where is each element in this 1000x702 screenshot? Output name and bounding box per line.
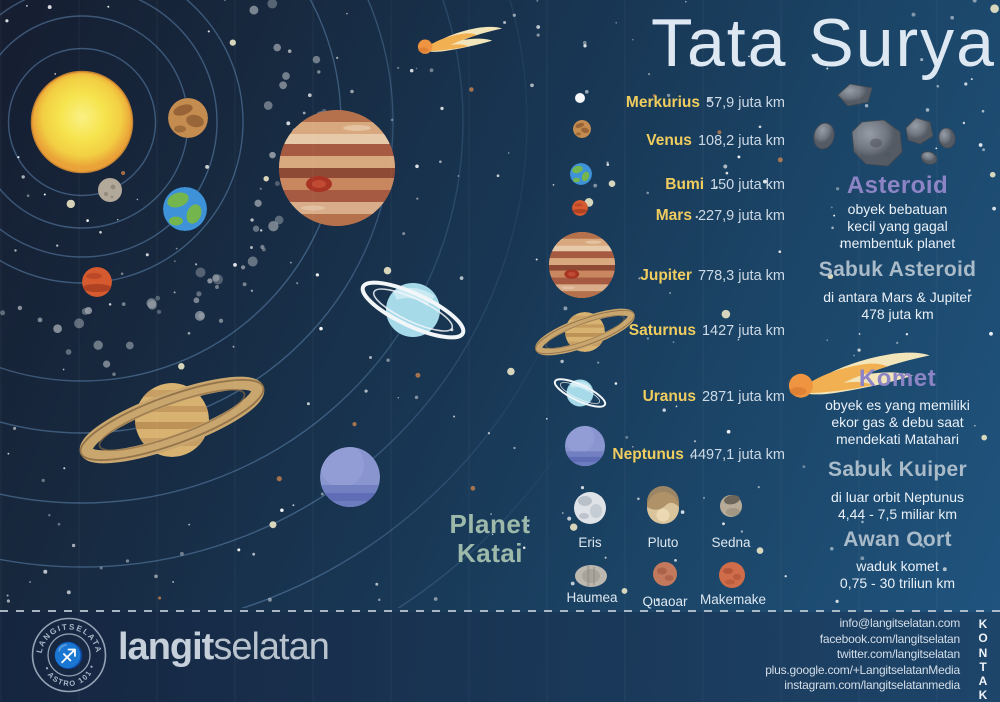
planet-distance: 57,9 juta km (706, 95, 785, 111)
dashed-separator (0, 610, 1000, 612)
komet-description: obyek es yang memiliki ekor gas & debu s… (825, 397, 970, 447)
eris-icon (574, 492, 606, 524)
asteroid-cluster (813, 83, 956, 167)
planet-row-neptunus: Neptunus 4497,1 juta km (612, 444, 785, 466)
planet-distance: 150 juta km (710, 177, 785, 193)
footer: LANGITSELATAN • ASTRO 101 • ♐ langitsela… (0, 612, 1000, 702)
quaoar-icon (653, 562, 677, 586)
planet-row-uranus: Uranus 2871 juta km (643, 386, 785, 408)
comet-icon (417, 26, 503, 54)
awan-oort-description: waduk komet 0,75 - 30 triliun km (839, 558, 956, 591)
planet-row-venus: Venus 108,2 juta km (646, 130, 785, 152)
dwarf-label-eris: Eris (578, 535, 602, 550)
uranus (354, 270, 472, 350)
sedna-icon (720, 495, 742, 517)
dwarf-label-pluto: Pluto (647, 535, 679, 550)
planet-row-merkurius: Merkurius 57,9 juta km (626, 92, 785, 114)
sabuk-kuiper-heading: Sabuk Kuiper (828, 458, 967, 481)
planet-katai-heading: Planet Katai (449, 509, 531, 568)
contact-email: info@langitselatan.com (839, 616, 960, 630)
planet-name: Venus (646, 132, 692, 149)
planet-name: Bumi (665, 176, 705, 193)
dwarf-planet-icons (574, 486, 745, 588)
venus (168, 98, 208, 138)
contact-gplus: plus.google.com/+LangitselatanMedia (765, 662, 960, 677)
langitselatan-stamp-logo: LANGITSELATAN • ASTRO 101 • ♐ (30, 616, 107, 693)
mercury (98, 178, 122, 202)
awan-oort-heading: Awan Oort (843, 528, 952, 551)
planet-list-icons (531, 93, 638, 467)
neptune (318, 443, 382, 509)
kontak-vertical-label: KONTAK (978, 617, 988, 702)
planet-name: Mars (655, 207, 692, 224)
jupiter-list-icon (548, 232, 616, 298)
planet-distance: 108,2 juta km (697, 133, 785, 149)
dwarf-label-haumea: Haumea (566, 590, 618, 605)
neptune-list-icon (564, 423, 607, 467)
sabuk-kuiper-description: di luar orbit Neptunus 4,44 - 7,5 miliar… (830, 489, 965, 522)
contact-list: info@langitselatan.com facebook.com/lang… (765, 616, 960, 694)
earth-list-icon (570, 163, 592, 185)
sun (30, 70, 134, 174)
mars (82, 267, 112, 297)
venus-list-icon (573, 120, 591, 138)
contact-instagram: instagram.com/langitselatanmedia (784, 678, 960, 692)
planet-distance: 4497,1 juta km (689, 447, 785, 463)
dwarf-label-sedna: Sedna (711, 535, 751, 550)
planet-name: Jupiter (640, 267, 692, 284)
brand-light: selatan (213, 626, 330, 668)
dwarf-label-makemake: Makemake (699, 592, 767, 607)
pluto-icon (647, 486, 679, 524)
uranus-list-icon (550, 373, 610, 413)
planet-distance: 2871 juta km (701, 389, 785, 405)
planet-row-saturnus: Saturnus 1427 juta km (629, 320, 785, 342)
planet-name: Uranus (642, 388, 696, 405)
haumea-icon (575, 565, 607, 587)
planet-distance: 227,9 juta km (697, 208, 785, 224)
planet-row-mars: Mars 227,9 juta km (656, 205, 785, 227)
planet-name: Saturnus (628, 322, 696, 339)
brand-bold: langit (118, 626, 214, 668)
sabuk-asteroid-description: di antara Mars & Jupiter 478 juta km (823, 289, 972, 322)
earth (163, 187, 207, 231)
contact-twitter: twitter.com/langitselatan (836, 647, 960, 661)
planet-row-jupiter: Jupiter 778,3 juta km (640, 265, 785, 287)
saturn (73, 364, 272, 475)
jupiter (277, 110, 397, 226)
centaur-archer-icon: ♐ (53, 641, 84, 670)
dwarf-label-quaoar: Quaoar (642, 594, 688, 609)
orbit-rings (0, 0, 663, 608)
planet-distance: 1427 juta km (701, 323, 785, 339)
planet-name: Merkurius (625, 94, 700, 111)
makemake-icon (719, 562, 745, 588)
planet-row-bumi: Bumi 150 juta km (665, 174, 785, 196)
asteroid-heading: Asteroid (846, 172, 949, 199)
planet-distance: 778,3 juta km (697, 268, 785, 284)
komet-heading: Komet (858, 365, 937, 392)
page-title: Tata Surya (650, 5, 996, 81)
asteroid-description: obyek bebatuan kecil yang gagal membentu… (839, 201, 956, 251)
planet-name: Neptunus (612, 446, 684, 463)
sabuk-asteroid-heading: Sabuk Asteroid (818, 258, 977, 281)
mars-list-icon (572, 200, 588, 216)
contact-facebook: facebook.com/langitselatan (819, 631, 960, 646)
mercury-list-icon (575, 93, 585, 103)
brand-wordmark: langitselatan (118, 626, 330, 669)
